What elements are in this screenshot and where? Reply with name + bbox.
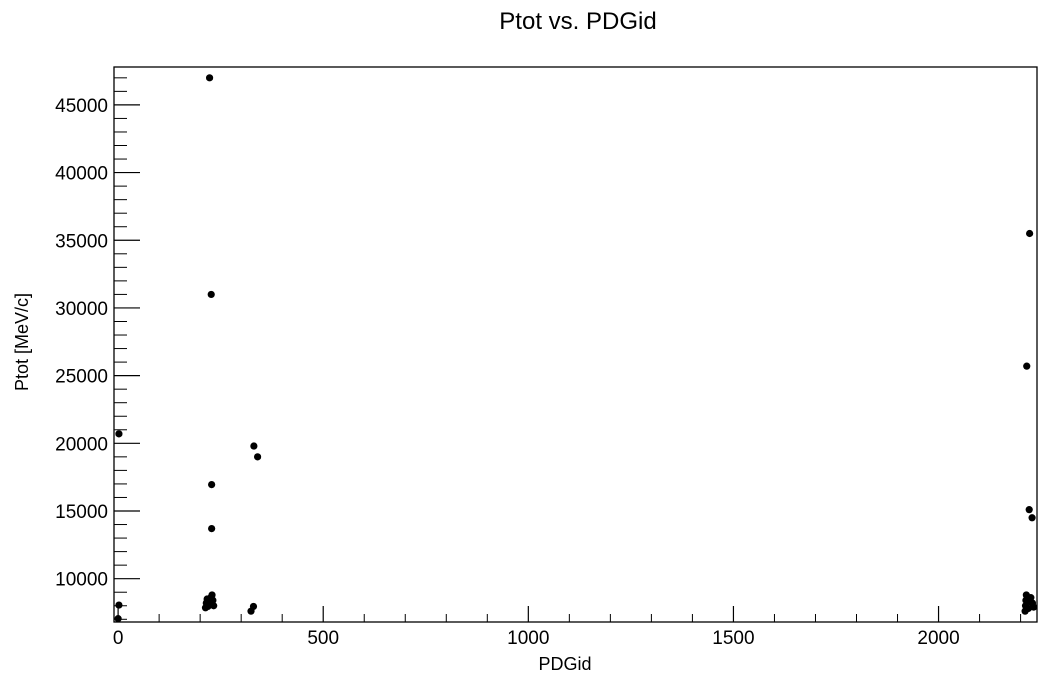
data-point <box>115 601 123 609</box>
data-point <box>209 596 217 604</box>
chart-title: Ptot vs. PDGid <box>499 8 656 35</box>
data-point <box>208 524 216 533</box>
y-axis: 10000 15000 20000 25000 30000 35000 40000 45000 <box>55 96 140 591</box>
x-tick-label: 2000 <box>917 628 959 649</box>
data-points <box>114 74 1038 623</box>
data-point <box>1028 514 1036 522</box>
x-tick-label: 1000 <box>507 628 549 649</box>
data-point <box>250 442 258 450</box>
y-axis-minor-ticks <box>114 77 127 620</box>
y-tick-label: 30000 <box>55 299 108 320</box>
y-tick-label: 45000 <box>55 96 108 117</box>
y-tick-label: 15000 <box>55 502 108 523</box>
y-axis-title: Ptot [MeV/c] <box>12 293 32 391</box>
data-point <box>114 615 122 623</box>
y-tick-label: 25000 <box>55 367 108 388</box>
x-axis-title: PDGid <box>538 654 591 674</box>
x-tick-label: 500 <box>307 628 339 649</box>
x-tick-label: 1500 <box>712 628 754 649</box>
data-point <box>207 290 215 299</box>
data-point <box>1026 229 1034 238</box>
data-point <box>1025 506 1033 514</box>
data-point <box>115 430 123 438</box>
x-axis: 0 500 1000 1500 2000 <box>113 606 960 649</box>
data-point <box>208 591 216 599</box>
y-tick-label: 40000 <box>55 164 108 185</box>
y-tick-label: 10000 <box>55 570 108 591</box>
data-point <box>205 74 214 82</box>
data-point <box>253 453 262 461</box>
data-point <box>1027 594 1035 602</box>
data-point <box>1023 362 1031 370</box>
x-axis-minor-ticks <box>158 614 1022 622</box>
data-point <box>1030 603 1038 611</box>
x-tick-label: 0 <box>113 628 124 649</box>
y-tick-label: 20000 <box>55 434 108 455</box>
y-tick-label: 35000 <box>55 231 108 252</box>
data-point <box>249 602 258 611</box>
data-point <box>210 602 218 610</box>
data-point <box>208 481 216 489</box>
plot-frame <box>113 66 1038 623</box>
